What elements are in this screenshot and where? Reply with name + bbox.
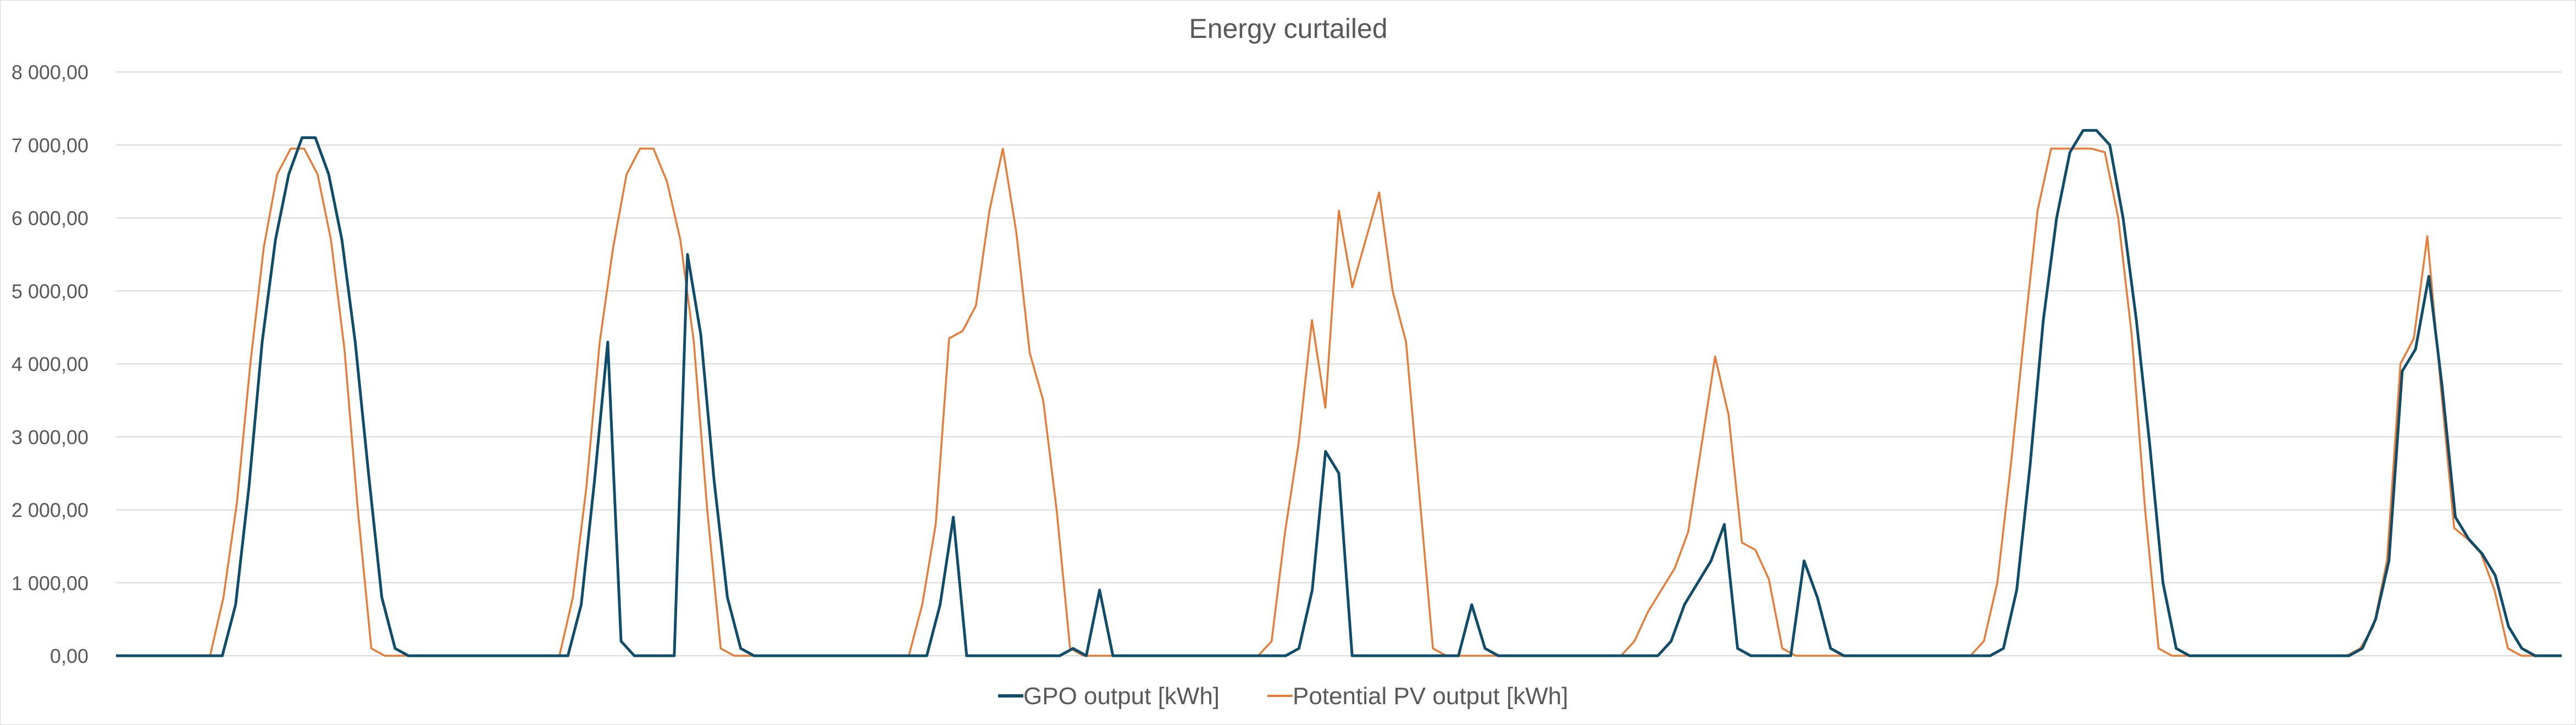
y-tick-label: 0,00	[50, 645, 88, 667]
legend: GPO output [kWh] Potential PV output [kWh…	[998, 683, 1568, 710]
y-tick-label: 4 000,00	[12, 353, 88, 375]
legend-item-gpo-output: GPO output [kWh]	[998, 683, 1220, 710]
y-tick-label: 7 000,00	[12, 134, 88, 157]
grid-lines	[116, 71, 2562, 656]
legend-item-potential-pv-output: Potential PV output [kWh]	[1267, 683, 1568, 710]
y-tick-label: 1 000,00	[12, 572, 88, 594]
y-tick-label: 5 000,00	[12, 280, 88, 302]
y-axis-tick-labels: 0,00 1 000,00 2 000,00 3 000,00 4 000,00 5 00…	[12, 61, 88, 667]
y-tick-label: 8 000,00	[12, 61, 88, 84]
y-tick-label: 6 000,00	[12, 207, 88, 230]
y-tick-label: 3 000,00	[12, 426, 88, 449]
legend-label: GPO output [kWh]	[1023, 683, 1220, 710]
series-line-potential-pv-output	[116, 147, 2562, 657]
series-line-gpo-output	[116, 129, 2562, 657]
legend-label: Potential PV output [kWh]	[1293, 683, 1568, 710]
series-lines	[116, 129, 2562, 657]
y-tick-label: 2 000,00	[12, 499, 88, 522]
chart-title: Energy curtailed	[1189, 13, 1387, 44]
